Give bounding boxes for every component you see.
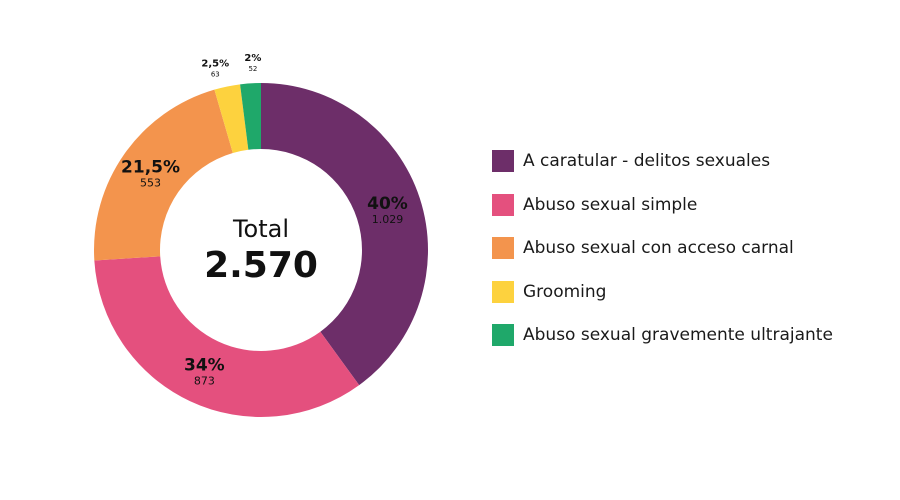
slice-abuso-sexual-con-acceso-carnal — [93, 89, 233, 261]
legend-item-abuso-sexual-simple: Abuso sexual simple — [492, 193, 833, 216]
legend-label: Grooming — [523, 281, 607, 302]
count-label-a-caratular-delitos-sexuales: 1.029 — [372, 213, 404, 226]
legend-label: Abuso sexual con acceso carnal — [523, 238, 794, 258]
percent-label-abuso-sexual-simple: 34% — [184, 355, 225, 375]
count-label-abuso-sexual-gravemente-ultrajante: 52 — [248, 65, 257, 73]
slice-grooming — [214, 84, 249, 154]
percent-label-grooming: 2,5% — [201, 59, 229, 70]
slice-abuso-sexual-simple — [94, 256, 360, 418]
legend-swatch — [492, 324, 514, 346]
center-total: 2.570 — [204, 245, 318, 286]
legend-swatch — [492, 193, 514, 216]
percent-label-a-caratular-delitos-sexuales: 40% — [367, 194, 408, 214]
legend-item-abuso-sexual-con-acceso-carnal: Abuso sexual con acceso carnal — [492, 237, 833, 259]
percent-label-abuso-sexual-con-acceso-carnal: 21,5% — [121, 157, 180, 177]
legend-item-a-caratular-delitos-sexuales: A caratular - delitos sexuales — [492, 150, 833, 172]
legend-swatch — [492, 237, 514, 259]
legend-swatch — [492, 150, 514, 172]
legend-item-abuso-sexual-gravemente-ultrajante: Abuso sexual gravemente ultrajante — [492, 324, 833, 346]
legend-label: Abuso sexual gravemente ultrajante — [523, 325, 833, 345]
count-label-abuso-sexual-con-acceso-carnal: 553 — [140, 176, 161, 189]
legend: A caratular - delitos sexuales Abuso sexu… — [492, 150, 833, 368]
percent-label-abuso-sexual-gravemente-ultrajante: 2% — [244, 53, 261, 64]
count-label-grooming: 63 — [211, 71, 220, 79]
legend-label: Abuso sexual simple — [523, 194, 698, 215]
donut-slices — [93, 83, 429, 418]
center-label: Total — [232, 215, 289, 243]
slice-abuso-sexual-gravemente-ultrajante — [240, 83, 261, 150]
donut-chart: 40%1.029 34%873 21,5%553 2,5%63 2%52 Total 2… — [93, 53, 429, 418]
slice-a-caratular-delitos-sexuales — [261, 83, 429, 386]
legend-swatch — [492, 280, 514, 303]
legend-item-grooming: Grooming — [492, 280, 833, 303]
count-label-abuso-sexual-simple: 873 — [194, 374, 215, 387]
legend-label: A caratular - delitos sexuales — [523, 151, 771, 171]
slice-labels: 40%1.029 34%873 21,5%553 2,5%63 2%52 — [121, 53, 408, 387]
